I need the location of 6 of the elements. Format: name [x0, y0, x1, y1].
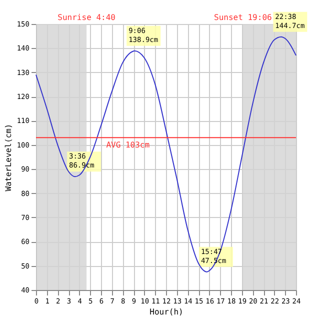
band-label: Sunrise 4:40 [58, 13, 116, 22]
band-label: Sunset 19:06 [214, 13, 272, 22]
line-series [36, 36, 296, 272]
ref-line-label: AVG 103cm [106, 140, 150, 150]
x-axis-title: Hour(h) [150, 308, 184, 316]
y-axis-title: WaterLevel(cm) [4, 124, 13, 192]
